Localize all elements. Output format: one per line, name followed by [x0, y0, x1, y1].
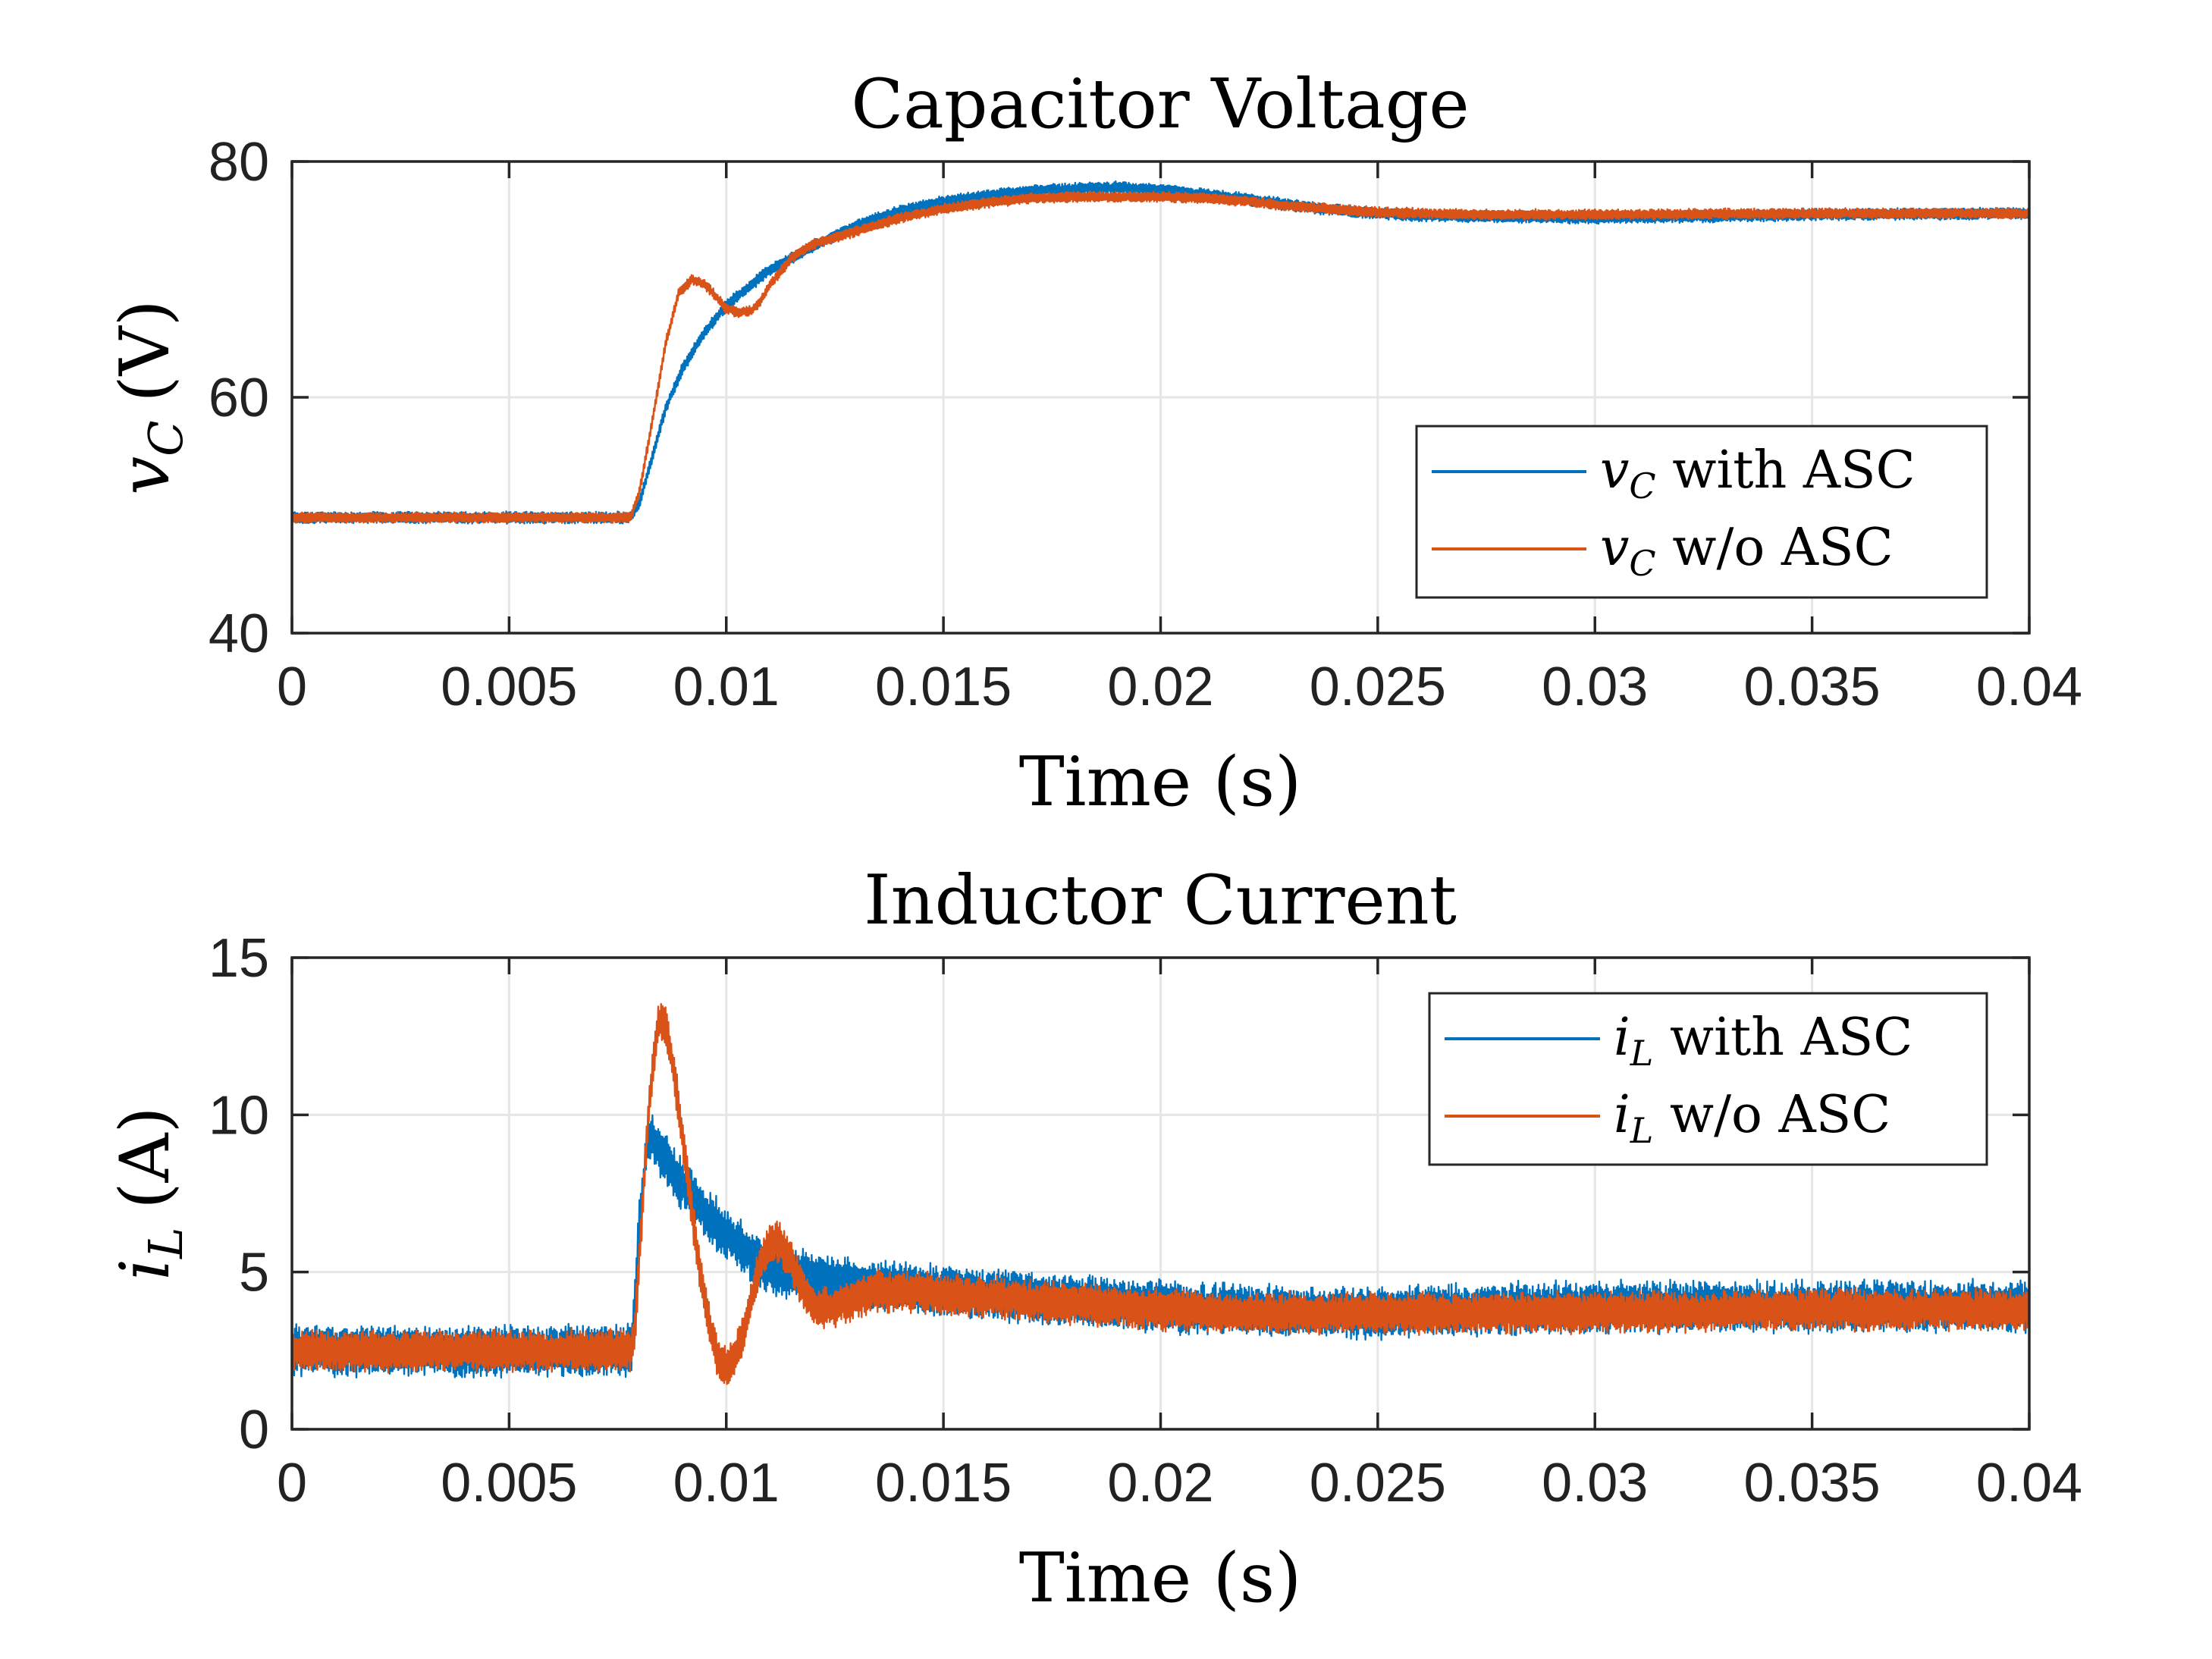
x-tick-label: 0.005	[441, 657, 577, 717]
plot-area: 0 0.005 0.01 0.015 0.02 0.025 0.03 0.035 0.04 0 5…	[209, 928, 2082, 1513]
y-axis-label-sub: C	[138, 420, 193, 456]
y-tick-label: 80	[209, 132, 269, 193]
y-tick-label: 15	[209, 928, 269, 989]
legend-entry-without-asc: iL w/o ASC	[1445, 1085, 1890, 1151]
y-tick-label: 5	[239, 1243, 269, 1303]
y-axis-label: vC (V)	[105, 299, 193, 495]
legend-label: iL with ASC	[1614, 1008, 1912, 1074]
legend-var: v	[1600, 518, 1629, 578]
tick-marks	[290, 160, 2031, 635]
legend-box	[1415, 425, 1988, 599]
chart-inductor-current: Inductor Current 0 0.005 0.01 0.015 0.02 0.02…	[105, 861, 2082, 1618]
x-tick-label: 0.01	[673, 1453, 780, 1513]
y-tick-labels: 40 60 80	[209, 132, 269, 664]
y-tick-labels: 0 5 10 15	[209, 928, 269, 1460]
legend-text: with ASC	[1653, 1008, 1912, 1068]
y-tick-label: 40	[209, 604, 269, 664]
legend-label: vC w/o ASC	[1600, 518, 1894, 584]
legend-entry-with-asc: iL with ASC	[1445, 1008, 1912, 1074]
series-line-without-asc	[292, 190, 2029, 525]
legend-label: vC with ASC	[1600, 441, 1915, 506]
x-tick-label: 0.015	[875, 1453, 1012, 1513]
chart-capacitor-voltage: Capacitor Voltage 0 0.005 0.01 0.015 0.02 0.0…	[105, 64, 2082, 822]
x-tick-label: 0.025	[1310, 657, 1446, 717]
x-tick-label: 0.04	[1976, 1453, 2082, 1513]
plot-area: 0 0.005 0.01 0.015 0.02 0.025 0.03 0.035 0.04 40…	[209, 132, 2082, 717]
series-layer	[292, 180, 2029, 525]
legend-sub: L	[1630, 1033, 1654, 1074]
series-layer	[292, 1002, 2029, 1385]
y-axis-label-sub: L	[138, 1228, 193, 1259]
legend-sub: C	[1629, 466, 1655, 506]
y-axis-label: iL (A)	[105, 1106, 193, 1280]
x-axis-label: Time (s)	[1019, 742, 1301, 822]
y-axis-label-var: v	[105, 456, 185, 495]
y-tick-label: 60	[209, 368, 269, 428]
y-axis-label-var: i	[105, 1259, 185, 1281]
legend: iL with ASC iL w/o ASC	[1428, 992, 1988, 1166]
x-tick-label: 0.03	[1542, 1453, 1648, 1513]
legend-text: w/o ASC	[1653, 1085, 1890, 1145]
legend-text: with ASC	[1656, 441, 1915, 500]
x-tick-label: 0.01	[673, 657, 780, 717]
legend-entry-without-asc: vC w/o ASC	[1432, 518, 1894, 584]
legend-sub: L	[1630, 1110, 1654, 1151]
x-tick-label: 0.02	[1107, 657, 1213, 717]
x-tick-label: 0.025	[1310, 1453, 1446, 1513]
x-tick-label: 0.035	[1744, 1453, 1881, 1513]
legend-sub: C	[1629, 543, 1655, 584]
x-axis-label: Time (s)	[1019, 1538, 1301, 1618]
x-tick-label: 0	[277, 1453, 307, 1513]
legend-entry-with-asc: vC with ASC	[1432, 441, 1915, 506]
x-tick-labels: 0 0.005 0.01 0.015 0.02 0.025 0.03 0.035 0.04	[277, 1453, 2082, 1513]
x-tick-label: 0.035	[1744, 657, 1881, 717]
chart-title: Capacitor Voltage	[851, 64, 1469, 144]
y-axis-label-unit: (V)	[105, 299, 185, 402]
x-tick-label: 0.04	[1976, 657, 2082, 717]
legend-label: iL w/o ASC	[1614, 1085, 1890, 1151]
legend-box	[1428, 992, 1988, 1166]
x-tick-label: 0.03	[1542, 657, 1648, 717]
legend: vC with ASC vC w/o ASC	[1415, 425, 1988, 599]
x-tick-label: 0.015	[875, 657, 1012, 717]
legend-var: i	[1614, 1085, 1630, 1145]
tick-marks	[290, 956, 2031, 1431]
x-tick-labels: 0 0.005 0.01 0.015 0.02 0.025 0.03 0.035 0.04	[277, 657, 2082, 717]
y-tick-label: 0	[239, 1400, 269, 1460]
x-tick-label: 0.005	[441, 1453, 577, 1513]
y-axis-label-unit: (A)	[105, 1106, 185, 1209]
y-tick-label: 10	[209, 1085, 269, 1146]
legend-var: v	[1600, 441, 1629, 500]
x-tick-label: 0	[277, 657, 307, 717]
x-tick-label: 0.02	[1107, 1453, 1213, 1513]
legend-var: i	[1614, 1008, 1630, 1068]
legend-text: w/o ASC	[1656, 518, 1894, 578]
series-line-without-asc	[292, 1002, 2029, 1385]
chart-title: Inductor Current	[864, 861, 1457, 940]
